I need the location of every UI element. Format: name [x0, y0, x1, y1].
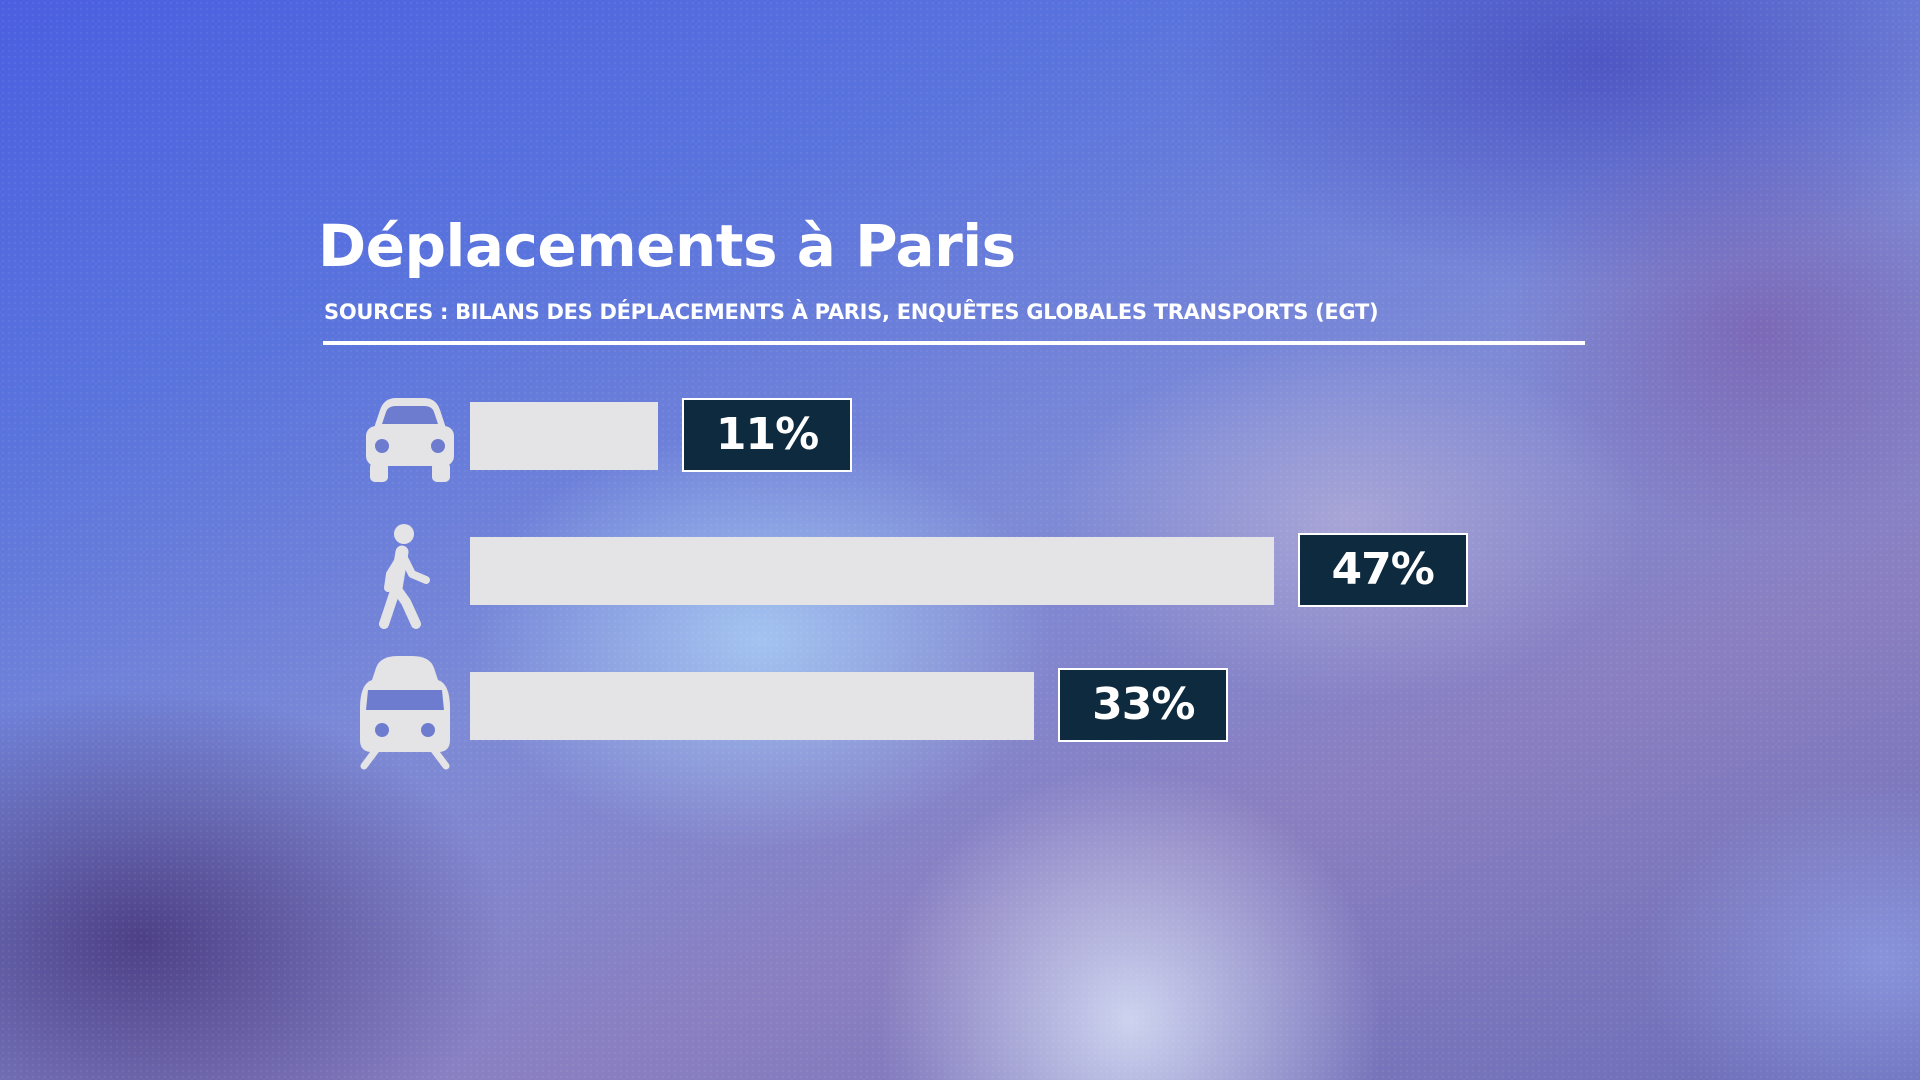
data-label: 33%: [1058, 668, 1229, 742]
chart-title: Déplacements à Paris: [318, 212, 1016, 280]
chart-subtitle: SOURCES : BILANS DES DÉPLACEMENTS À PARI…: [324, 300, 1379, 324]
train-icon: [360, 656, 450, 770]
chart-row-pedestrian: 47%: [0, 0, 1920, 629]
chart-row-car: 11%: [0, 0, 1920, 482]
pedestrian-icon: [379, 524, 430, 629]
title-underline: [323, 341, 1585, 345]
data-label: 11%: [682, 398, 853, 472]
chart-row-train: 33%: [0, 0, 1920, 770]
chart-bar: [470, 672, 1035, 740]
chart-bar: [470, 402, 659, 470]
chart-bar: [470, 537, 1274, 605]
car-icon: [366, 398, 454, 482]
data-label: 47%: [1297, 533, 1468, 607]
